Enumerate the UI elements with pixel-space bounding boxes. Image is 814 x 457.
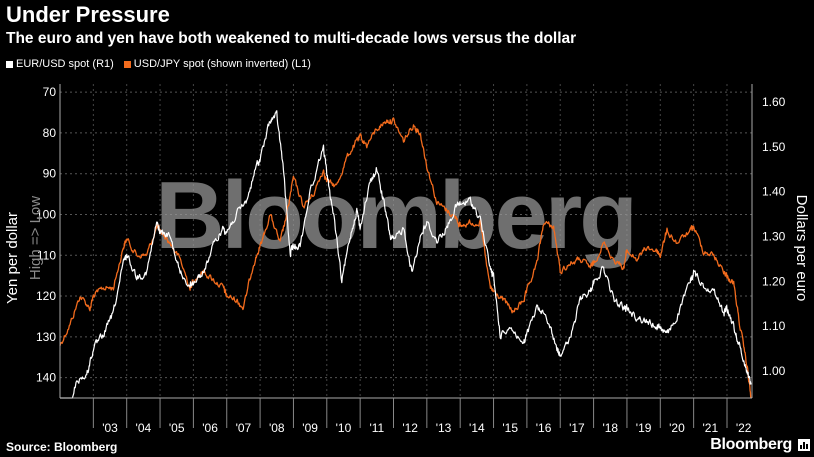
series-layer (59, 110, 752, 399)
chart-title: Under Pressure (6, 2, 170, 27)
right-tick-label-0: 1.00 (762, 364, 786, 378)
left-tick-label-6: 130 (36, 330, 56, 344)
series-eurusd-line (59, 110, 752, 399)
series-usdjpy-line (59, 117, 752, 399)
x-tick-label-2005: '05 (169, 421, 185, 435)
left-tick-label-2: 90 (43, 167, 57, 181)
x-tick-label-2011: '11 (369, 421, 384, 435)
x-tick-label-2018: '18 (602, 421, 618, 435)
source-note: Source: Bloomberg (6, 440, 118, 454)
axes: 70 80 90 100 110 120 130 140 1.00 1.10 1.20 1.30 1.4… (36, 84, 786, 435)
bar-chart-icon (798, 439, 810, 451)
right-tick-label-1: 1.10 (762, 319, 786, 333)
right-tick-label-2: 1.20 (762, 274, 786, 288)
left-tick-label-7: 140 (36, 371, 56, 385)
x-tick-label-2020: '20 (669, 421, 685, 435)
x-tick-label-2014: '14 (469, 421, 485, 435)
right-axis-label: Dollars per euro (793, 195, 810, 302)
brand-logo-text: Bloomberg (710, 436, 792, 453)
x-tick-label-2012: '12 (402, 421, 418, 435)
legend-item-eurusd[interactable]: EUR/USD spot (R1) (6, 58, 114, 70)
x-tick-label-2008: '08 (269, 421, 285, 435)
x-tick-label-2007: '07 (236, 421, 252, 435)
x-tick-label-2004: '04 (136, 421, 152, 435)
right-tick-label-4: 1.40 (762, 185, 786, 199)
left-tick-label-0: 70 (43, 85, 57, 99)
x-tick-label-2017: '17 (569, 421, 585, 435)
x-tick-label-2016: '16 (536, 421, 552, 435)
legend-item-usdjpy[interactable]: USD/JPY spot (shown inverted) (L1) (123, 58, 311, 70)
left-axis-annotation: High => Low (27, 196, 44, 280)
x-tick-label-2019: '19 (636, 421, 652, 435)
x-tick-label-2010: '10 (336, 421, 352, 435)
x-tick-label-2003: '03 (102, 421, 118, 435)
x-tick-label-2006: '06 (202, 421, 218, 435)
legend-label-eurusd: EUR/USD spot (R1) (16, 58, 114, 70)
left-tick-label-5: 120 (36, 289, 56, 303)
watermark: Bloomberg (155, 162, 635, 269)
x-tick-label-2021: '21 (702, 421, 718, 435)
right-tick-label-3: 1.30 (762, 230, 786, 244)
right-tick-label-5: 1.50 (762, 140, 786, 154)
left-axis-label: Yen per dollar (4, 212, 21, 304)
left-tick-label-4: 110 (37, 248, 56, 262)
legend-label-usdjpy: USD/JPY spot (shown inverted) (L1) (133, 58, 311, 70)
legend-swatch-usdjpy (123, 60, 131, 68)
x-tick-label-2015: '15 (502, 421, 518, 435)
x-tick-label-2022: '22 (736, 421, 752, 435)
left-tick-label-3: 100 (36, 207, 56, 221)
x-tick-label-2013: '13 (436, 421, 452, 435)
legend-swatch-eurusd (6, 60, 13, 68)
chart-subtitle: The euro and yen have both weakened to m… (6, 30, 577, 47)
x-tick-label-2009: '09 (302, 421, 318, 435)
left-tick-label-1: 80 (43, 126, 57, 140)
legend: EUR/USD spot (R1) USD/JPY spot (shown in… (6, 58, 311, 70)
right-tick-label-6: 1.60 (762, 95, 786, 109)
